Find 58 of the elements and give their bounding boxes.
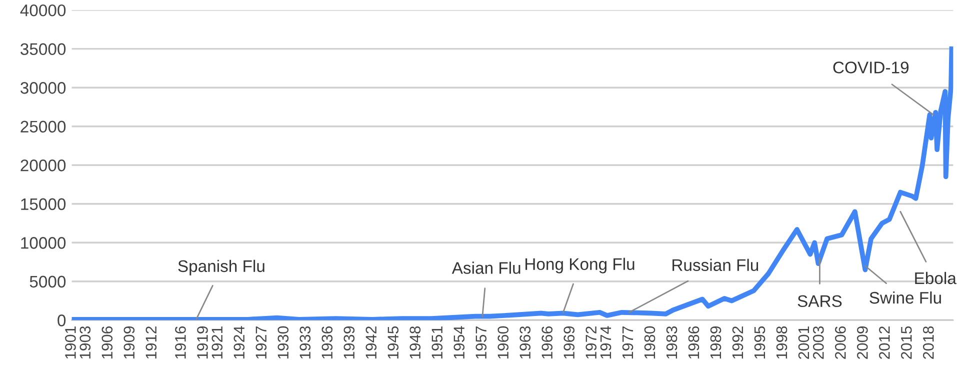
x-tick-label: 1909	[124, 326, 135, 359]
x-tick-label: 1948	[410, 326, 421, 359]
x-tick-label: 1942	[366, 326, 377, 359]
x-tick-label: 1972	[586, 326, 596, 359]
x-tick-label: 1989	[710, 326, 722, 359]
x-tick-label: 1930	[278, 326, 289, 359]
x-tick-label: 1951	[432, 326, 443, 359]
x-tick-label: 1963	[520, 326, 531, 359]
y-tick-label: 10000	[21, 237, 66, 249]
y-tick-label: 25000	[20, 120, 66, 133]
x-tick-label: 1919	[197, 326, 208, 359]
x-tick-label: 1936	[322, 326, 333, 359]
annotation: Ebola	[915, 272, 956, 284]
y-tick-label: 30000	[20, 82, 66, 94]
annotation: Spanish Flu	[178, 260, 264, 276]
x-tick-label: 2009	[856, 326, 868, 359]
annotation: Swine Flu	[870, 291, 941, 304]
x-tick-label: 1921	[212, 326, 223, 359]
x-tick-label: 1906	[102, 326, 113, 359]
x-tick-label: 1977	[622, 326, 634, 359]
x-tick-label: 1954	[454, 326, 465, 359]
x-tick-label: 1957	[476, 326, 487, 359]
y-tick-label: 40000	[20, 4, 66, 16]
x-tick-label: 1966	[542, 326, 553, 359]
x-tick-label: 1960	[498, 326, 509, 359]
x-tick-label: 1969	[564, 326, 575, 359]
x-tick-label: 2018	[922, 326, 934, 359]
x-tick-label: 1986	[688, 326, 700, 359]
annotation: Asian Flu	[452, 262, 520, 274]
x-tick-label: 1927	[256, 326, 267, 359]
x-tick-label: 1933	[300, 326, 311, 359]
x-tick-label: 2015	[900, 326, 912, 359]
x-tick-label: 1995	[754, 326, 766, 359]
y-tick-label: 15000	[21, 198, 66, 210]
x-tick-label: 1974	[600, 326, 612, 359]
x-tick-label: 1901	[65, 326, 76, 359]
x-tick-label: 2003	[813, 326, 824, 359]
annotation: COVID-19	[833, 62, 909, 74]
x-tick-label: 2012	[878, 326, 890, 359]
x-tick-label: 1912	[146, 326, 157, 359]
annotation: SARS	[798, 295, 842, 308]
y-tick-label: 5000	[30, 276, 66, 288]
x-tick-label: 1980	[644, 326, 656, 359]
y-tick-label: 0	[58, 314, 66, 326]
y-tick-label: 35000	[20, 43, 66, 56]
x-tick-label: 1916	[175, 326, 186, 359]
x-tick-label: 1992	[732, 326, 744, 359]
x-tick-label: 1998	[776, 326, 788, 359]
x-tick-label: 2006	[834, 326, 846, 359]
y-tick-label: 20000	[20, 160, 66, 172]
x-tick-label: 1983	[666, 326, 678, 359]
x-tick-label: 1939	[344, 326, 355, 359]
x-tick-label: 1924	[234, 326, 245, 359]
x-tick-label: 1945	[388, 326, 399, 359]
annotation: Russian Flu	[672, 258, 758, 272]
x-tick-label: 1903	[80, 326, 91, 359]
x-tick-label: 2001	[798, 326, 810, 359]
annotation: Hong Kong Flu	[526, 258, 634, 274]
